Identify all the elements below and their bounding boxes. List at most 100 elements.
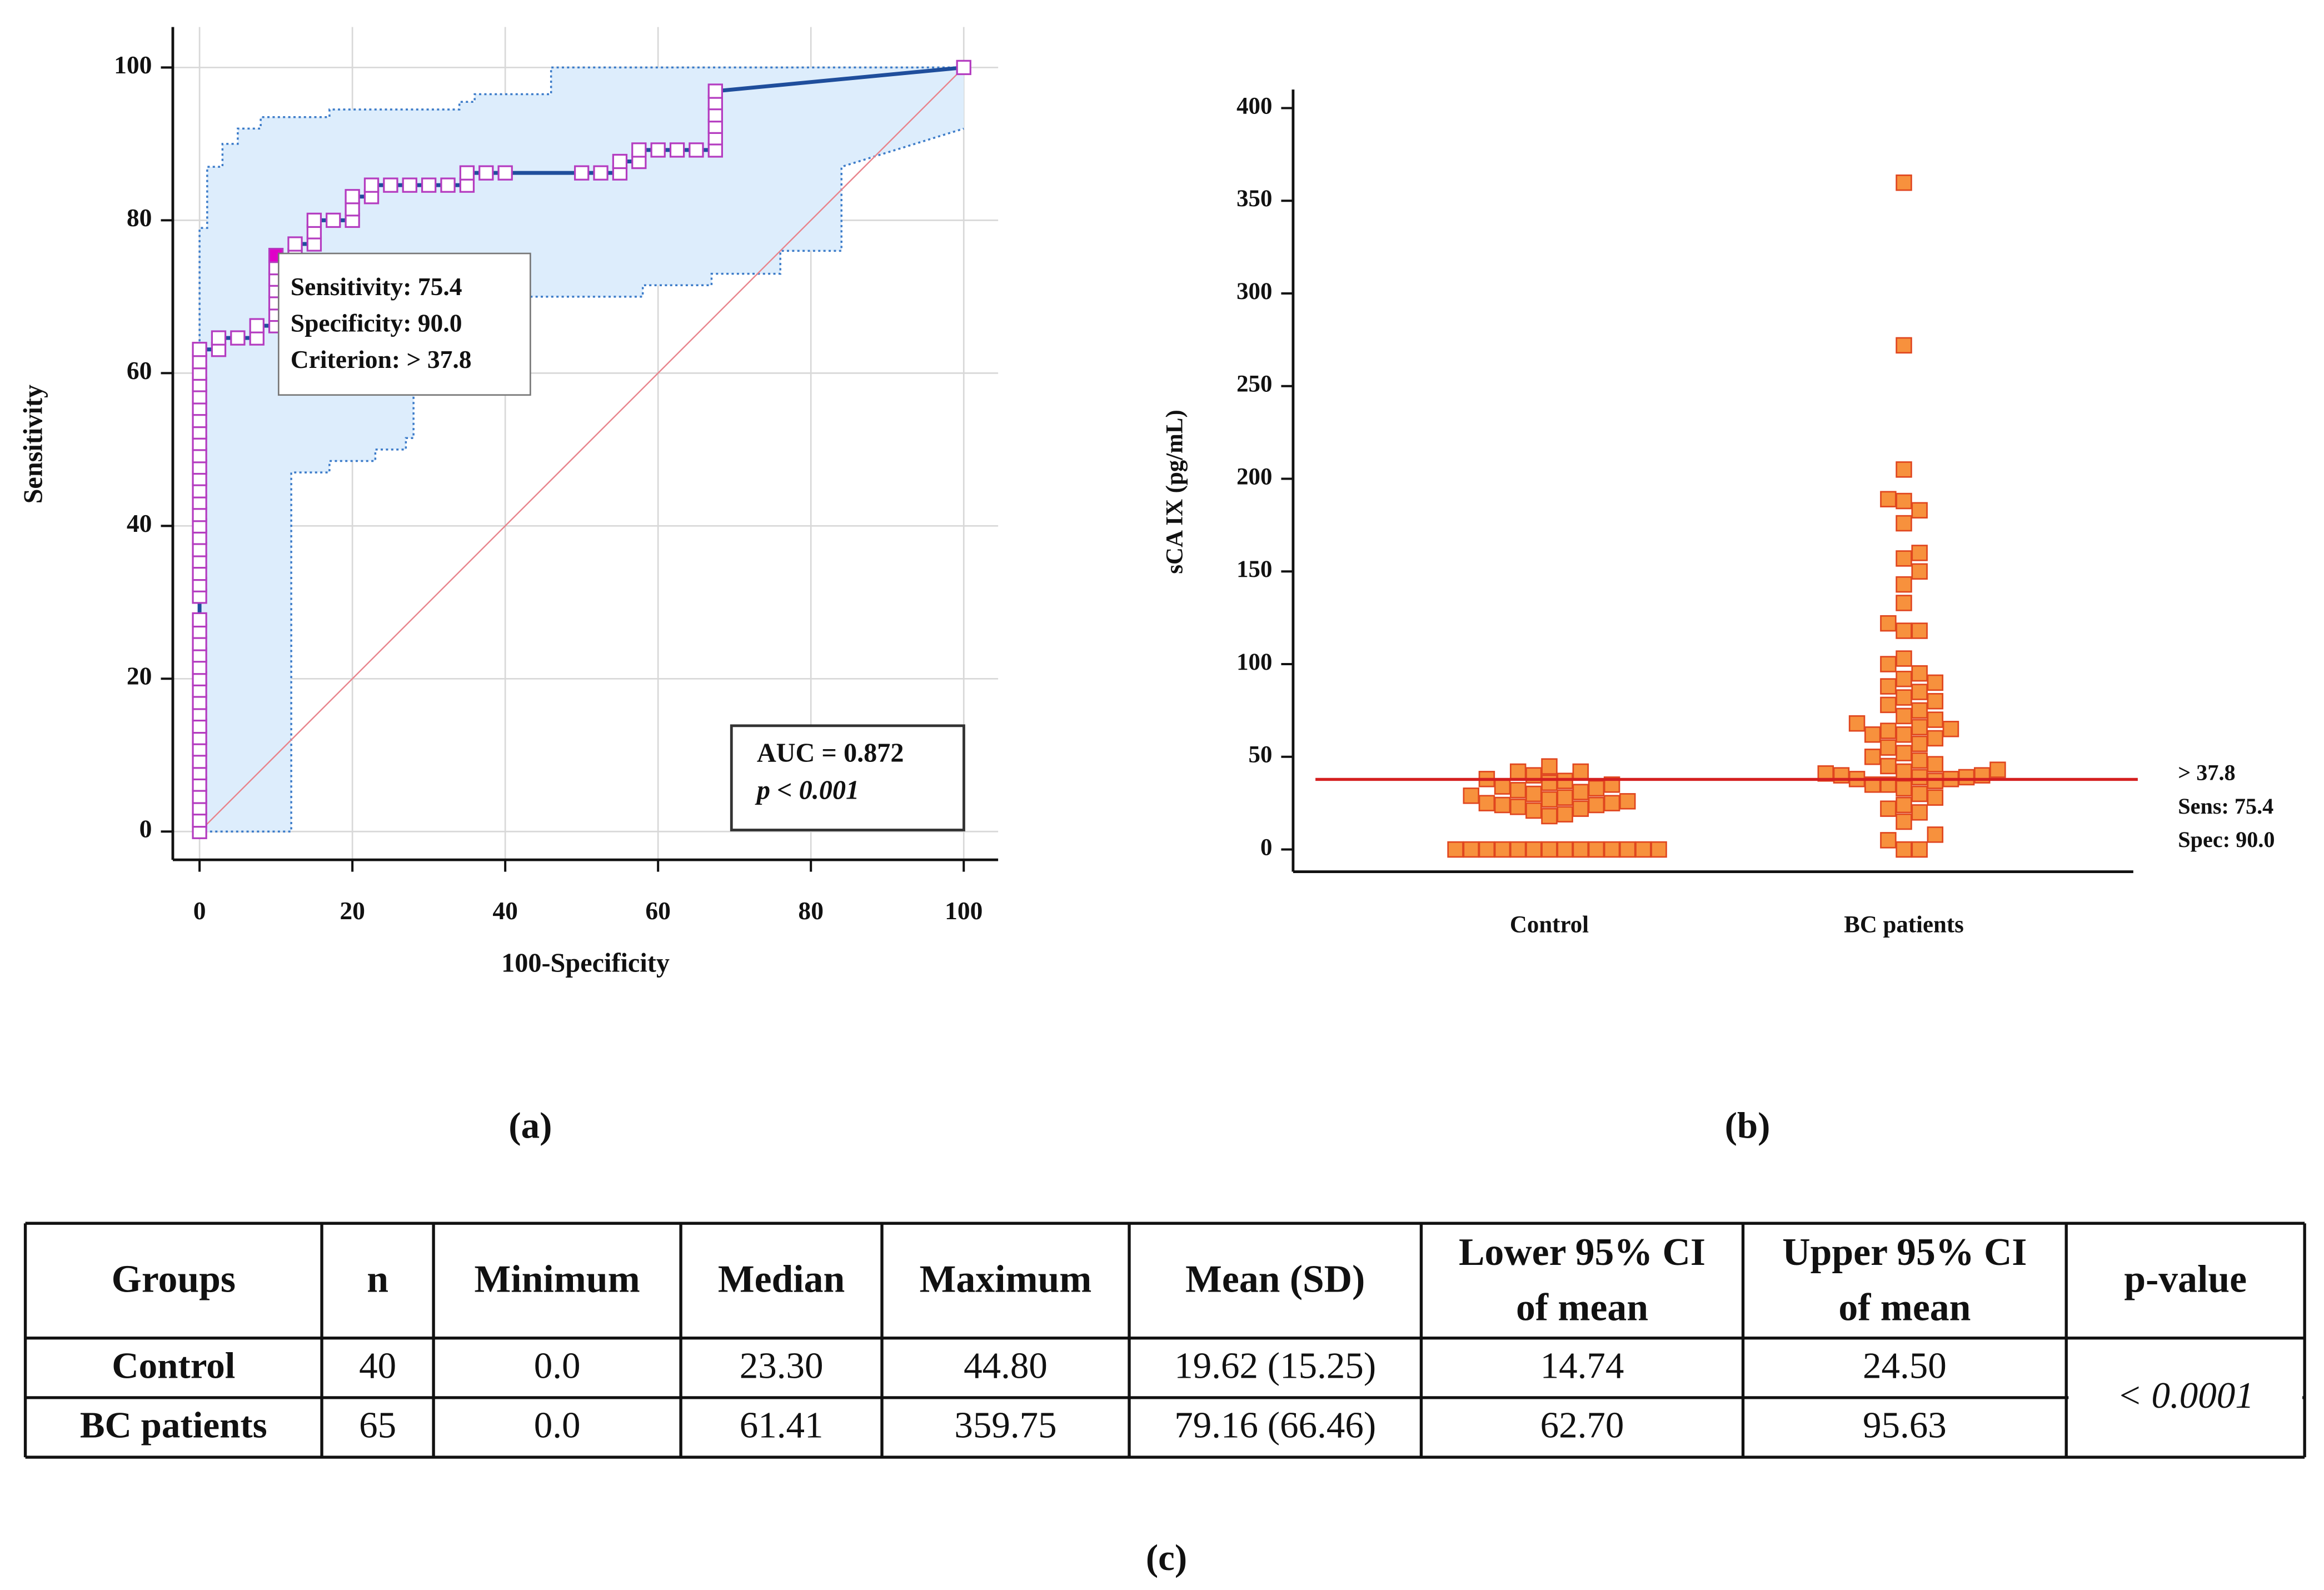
data-point [1911, 769, 1928, 786]
data-point [1896, 841, 1912, 858]
roc-point [631, 142, 647, 158]
table-cell: 79.16 (66.46) [1174, 1405, 1376, 1446]
data-point [1896, 689, 1912, 706]
data-point [1509, 782, 1527, 799]
x-tick-label: 100 [945, 896, 983, 925]
header-cell: Median [718, 1258, 845, 1300]
data-point [1911, 563, 1928, 580]
table-cell: 14.74 [1540, 1345, 1624, 1386]
y-tick-label: 100 [1236, 649, 1272, 675]
data-point [1911, 502, 1928, 519]
roc-point [345, 189, 360, 205]
data-point [1588, 796, 1605, 814]
data-point [1880, 757, 1897, 775]
roc-point [612, 153, 628, 170]
data-point [1864, 749, 1881, 765]
header-cell: p-value [2124, 1258, 2247, 1300]
data-point [1864, 726, 1881, 743]
data-point [1911, 841, 1928, 858]
data-point [1896, 670, 1912, 687]
roc-point [707, 142, 723, 158]
data-point [1896, 763, 1912, 780]
data-point [1619, 841, 1636, 858]
data-point [1896, 595, 1912, 611]
data-point [1911, 735, 1928, 752]
data-point [1927, 756, 1944, 772]
row-header: Control [112, 1345, 235, 1386]
roc-chart: 0 20 40 60 80 100 0 20 40 60 80 100 100-Specificity S… [18, 27, 999, 978]
data-point [1896, 174, 1912, 191]
roc-point [402, 177, 417, 193]
header-cell: Groups [112, 1258, 236, 1300]
merged-cell [2068, 1340, 2303, 1456]
roc-point [211, 330, 227, 346]
data-point [1447, 841, 1464, 858]
data-point [1880, 615, 1897, 632]
y-tick-label: 250 [1236, 371, 1272, 397]
data-point [1942, 721, 1959, 737]
y-tick-label: 0 [139, 815, 152, 843]
data-point [1927, 789, 1944, 806]
annotation-box [277, 252, 531, 396]
roc-point [383, 177, 398, 193]
data-point [1927, 692, 1944, 710]
table-cell: 19.62 (15.25) [1174, 1345, 1376, 1386]
roc-point [192, 612, 207, 628]
roc-point [326, 212, 341, 228]
data-point [1541, 791, 1558, 808]
data-point [1927, 674, 1944, 691]
y-tick-label: 80 [127, 203, 152, 232]
header-cell: of mean [1516, 1286, 1648, 1329]
data-point [1525, 802, 1542, 819]
data-point [1478, 795, 1495, 811]
stats-text: p < 0.001 [755, 776, 859, 805]
roc-point [573, 165, 590, 181]
data-point [1509, 763, 1527, 780]
panel-label: (a) [508, 1105, 552, 1147]
data-point [1572, 800, 1589, 817]
data-point [1603, 841, 1620, 858]
roc-point [669, 142, 685, 158]
data-point [1880, 678, 1897, 695]
data-point [1896, 461, 1912, 478]
x-axis-label: 100-Specificity [501, 949, 670, 978]
y-tick-label: 100 [114, 51, 152, 79]
data-point [1880, 722, 1897, 739]
p-value-cell: < 0.0001 [2117, 1375, 2254, 1416]
data-point [1880, 800, 1897, 817]
y-tick-label: 60 [127, 356, 152, 385]
annotation-text: Sensitivity: 75.4 [291, 272, 462, 301]
data-point [1911, 622, 1928, 639]
data-point [1958, 769, 1975, 786]
y-tick-label: 0 [1260, 834, 1272, 860]
data-point [1880, 656, 1897, 672]
roc-point [287, 236, 303, 252]
data-point [1896, 726, 1912, 743]
y-tick-label: 40 [127, 509, 152, 537]
y-tick-label: 200 [1236, 463, 1272, 490]
data-point [1494, 796, 1511, 814]
data-point [1896, 796, 1912, 814]
data-point [1911, 719, 1928, 736]
data-point [1896, 515, 1912, 532]
roc-point [440, 177, 456, 193]
table-cell: 359.75 [954, 1405, 1056, 1446]
dot-plot: 0 50 100 150 200 250 300 350 400 Control BC patien… [1162, 89, 2275, 938]
x-tick-label: 60 [645, 896, 671, 925]
data-point [1541, 774, 1558, 791]
roc-point [650, 142, 666, 158]
data-point [1572, 784, 1589, 800]
roc-point [249, 318, 265, 333]
table-cell: 23.30 [740, 1345, 824, 1386]
data-point [1572, 841, 1589, 858]
data-point [1896, 707, 1912, 725]
data-point [1896, 650, 1912, 667]
y-tick-label: 350 [1236, 186, 1272, 212]
roc-point [363, 177, 380, 193]
data-point [1896, 813, 1912, 830]
data-point [1494, 778, 1511, 795]
roc-point [707, 83, 723, 99]
annotation-text: Criterion: > 37.8 [291, 345, 472, 373]
header-cell: Upper 95% CI [1782, 1231, 2027, 1274]
